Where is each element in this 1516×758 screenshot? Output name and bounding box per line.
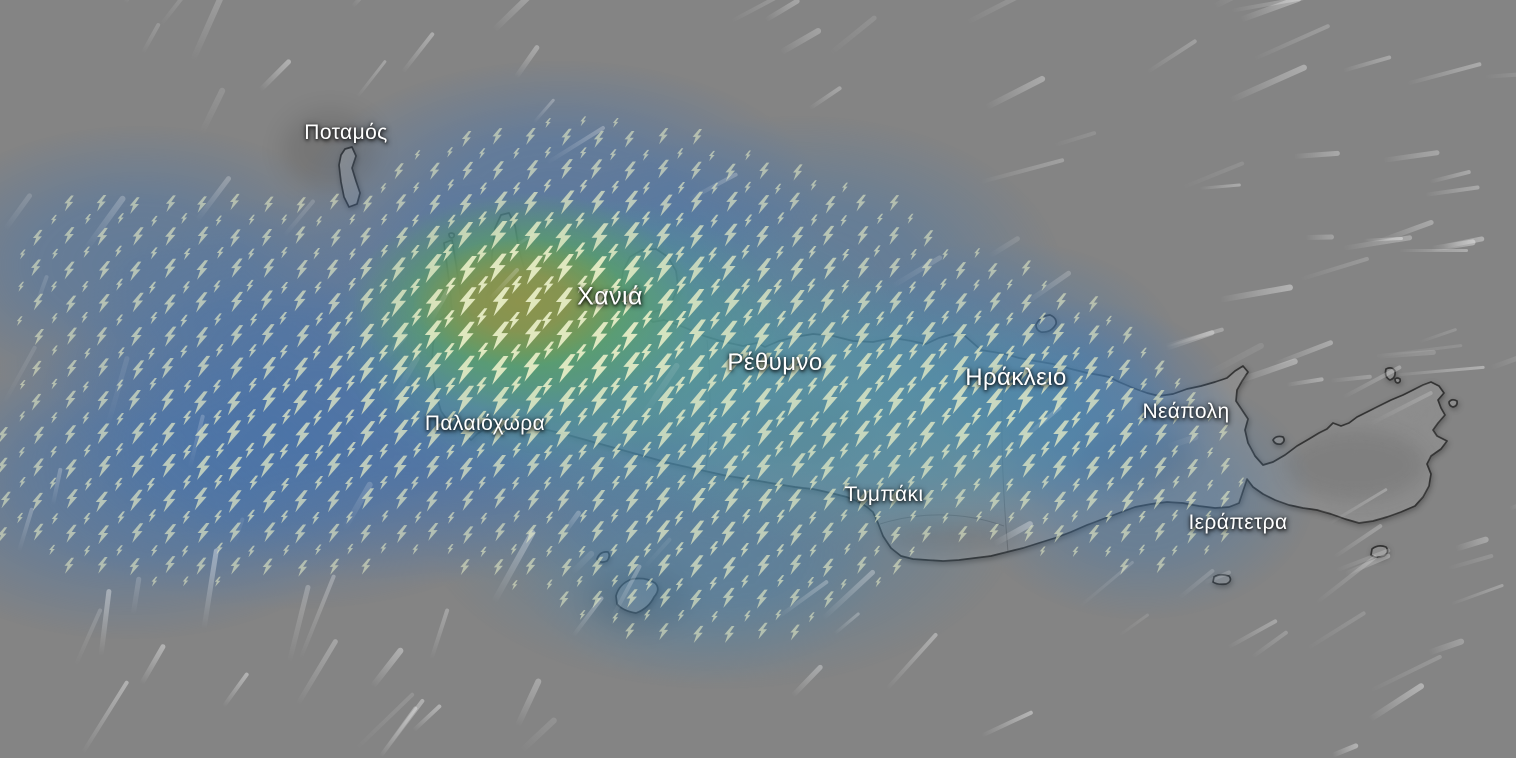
city-label[interactable]: Τυμπάκι [844,483,924,506]
city-label[interactable]: Ρέθυμνο [727,349,823,376]
city-label[interactable]: Ηράκλειο [965,364,1067,391]
city-label[interactable]: Ποταμός [304,121,388,144]
city-label[interactable]: Ιεράπετρα [1188,511,1288,534]
city-label[interactable]: Νεάπολη [1142,400,1230,423]
city-label[interactable]: Παλαιόχωρα [424,412,546,435]
wind-streak [1398,249,1468,253]
city-label[interactable]: Χανιά [577,282,643,311]
